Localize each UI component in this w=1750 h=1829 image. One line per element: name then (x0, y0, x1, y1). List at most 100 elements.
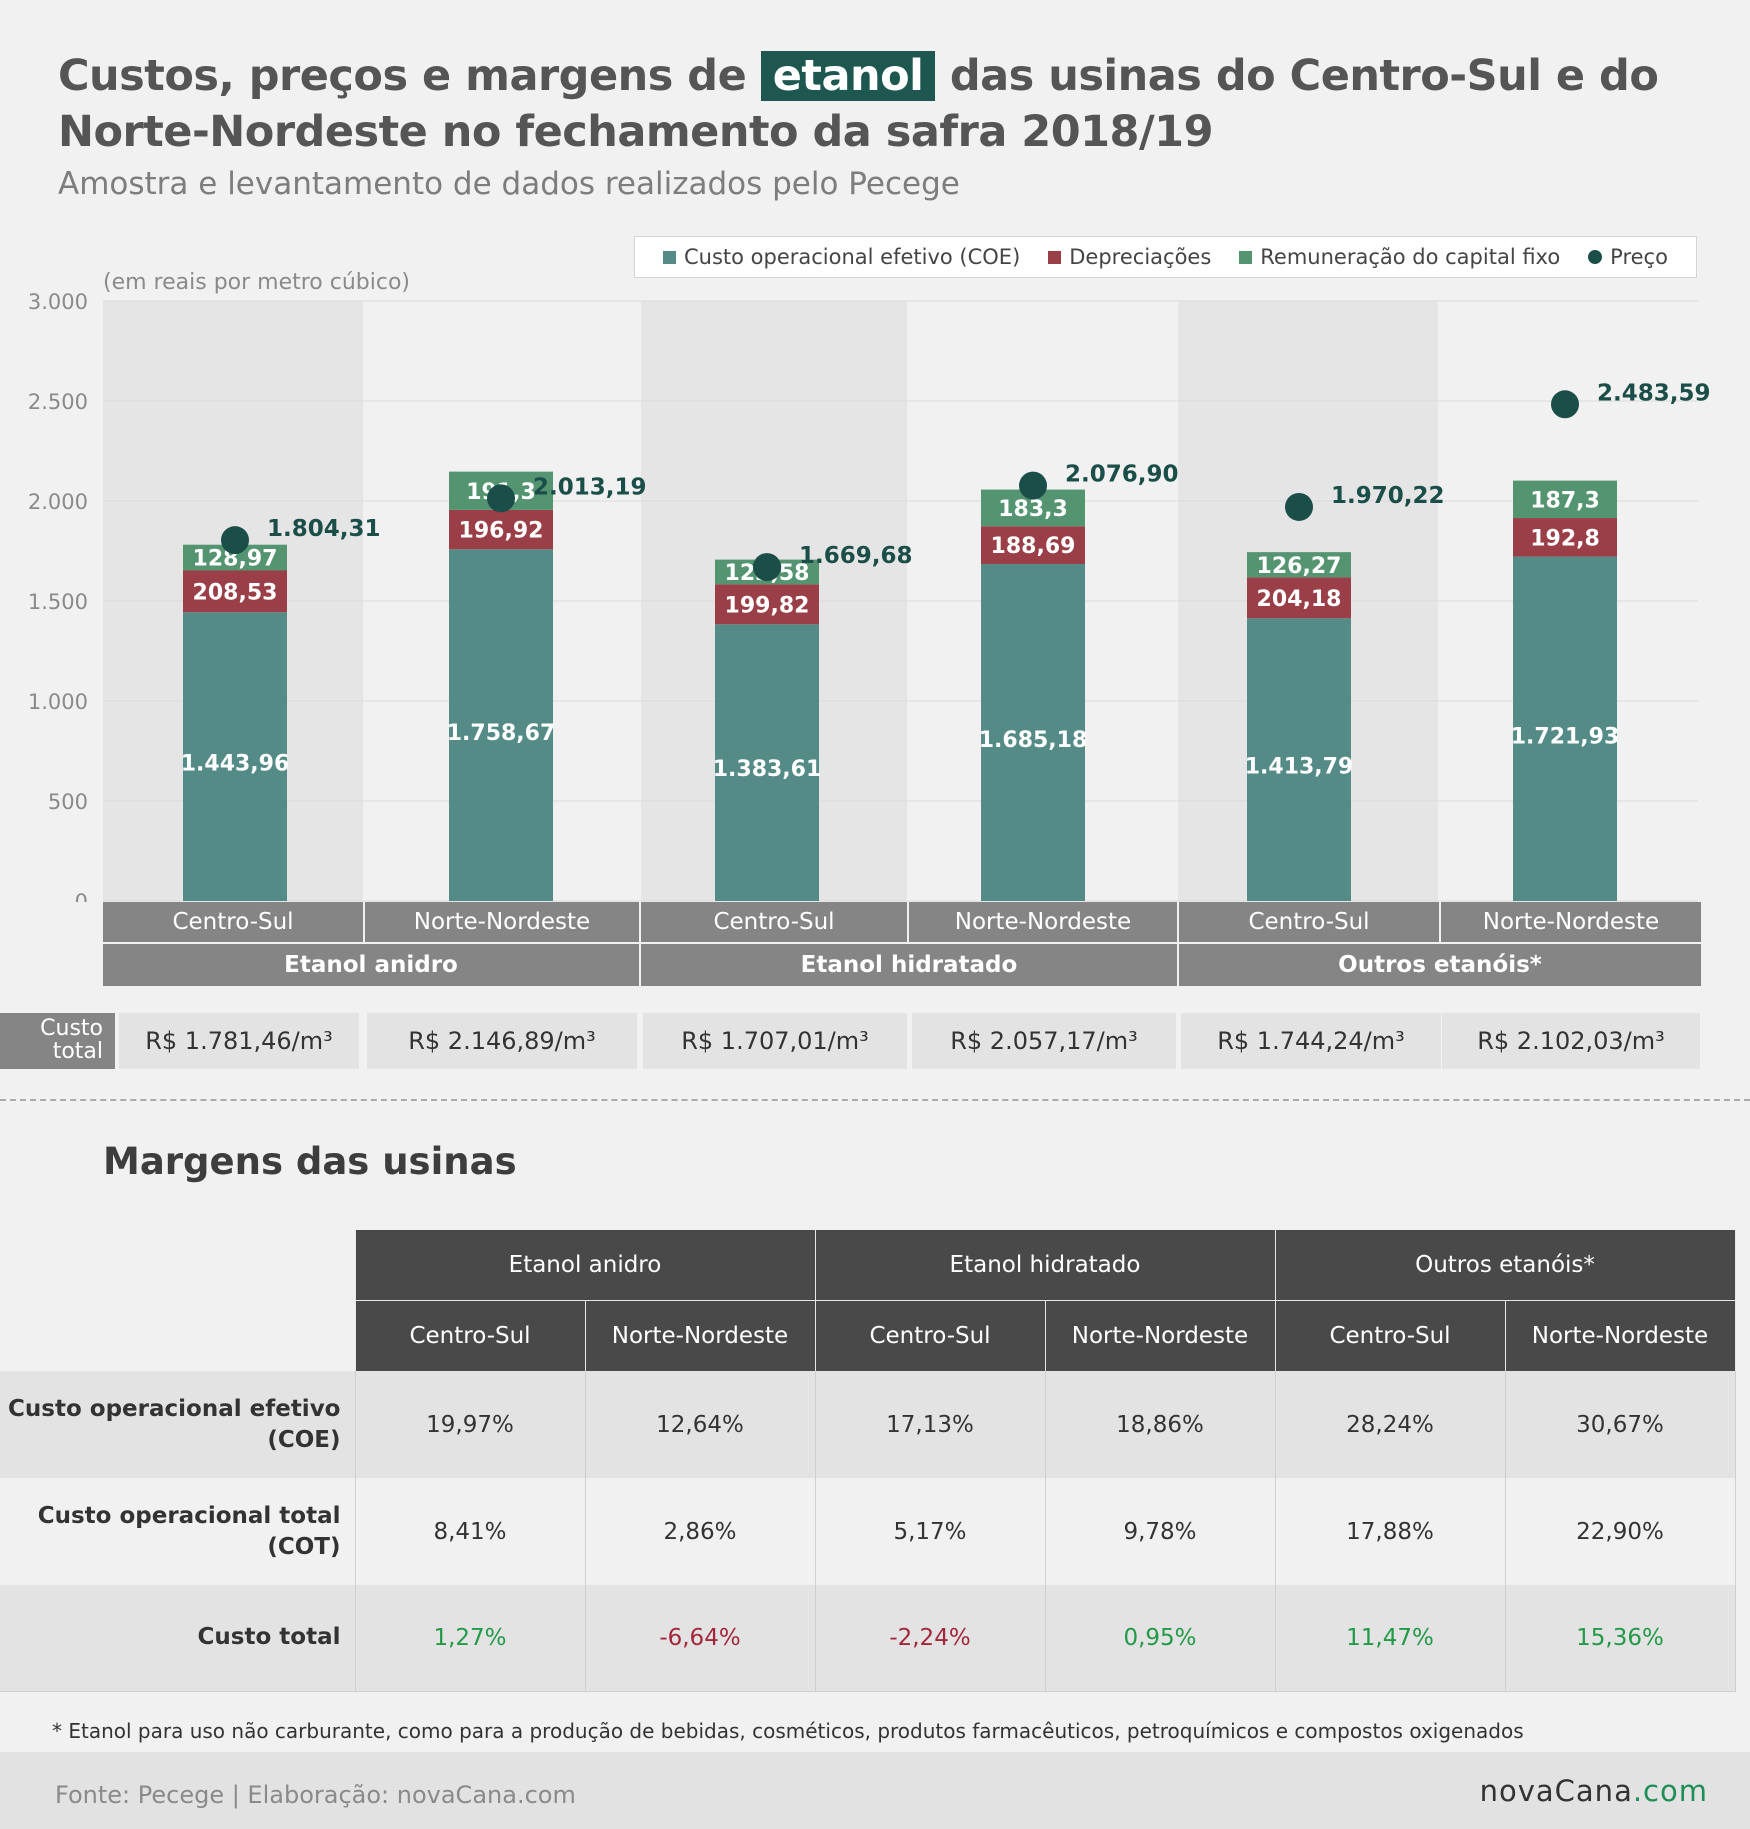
chart-legend: Custo operacional efetivo (COE) Deprecia… (634, 236, 1697, 278)
bar-segment (981, 563, 1085, 901)
margins-title: Margens das usinas (103, 1140, 517, 1183)
footnote: * Etanol para uso não carburante, como p… (52, 1719, 1524, 1743)
category-label: Centro-Sul (641, 902, 909, 942)
y-tick-label: 500 (48, 790, 88, 814)
bar-segment (1513, 518, 1617, 557)
footer-bar (0, 1752, 1750, 1829)
legend-dot-preco (1588, 250, 1603, 264)
margins-group-header: Etanol hidratado (814, 1230, 1276, 1300)
price-marker (1551, 390, 1579, 419)
y-tick-label: 2.000 (28, 490, 88, 514)
data-label: 199,82 (725, 593, 810, 618)
category-label: Norte-Nordeste (365, 902, 641, 942)
custo-total-value: R$ 1.707,01/m³ (643, 1013, 907, 1069)
data-label: 188,69 (991, 534, 1076, 559)
bar-segment (449, 509, 553, 550)
source-note: Fonte: Pecege | Elaboração: novaCana.com (55, 1781, 576, 1809)
price-label: 1.804,31 (267, 516, 381, 542)
margins-group-header: Outros etanóis* (1274, 1230, 1736, 1300)
table-cell: 30,67% (1504, 1371, 1736, 1478)
bar-chart: 0 500 1.000 1.500 2.000 2.500 3.000 1.443,96 208… (28, 290, 1711, 902)
data-label: 1.721,93 (1511, 725, 1620, 750)
price-marker (753, 553, 781, 582)
legend-item-preco: Preço (1588, 245, 1668, 269)
bar-segment (715, 584, 819, 625)
category-label: Norte-Nordeste (909, 902, 1179, 942)
custo-total-label: Custo total (0, 1013, 115, 1069)
group-label: Outros etanóis* (1179, 944, 1701, 986)
price-label: 2.483,59 (1597, 380, 1711, 406)
table-cell: 5,17% (814, 1478, 1046, 1585)
price-marker (221, 526, 249, 555)
data-label: 192,8 (1530, 526, 1600, 551)
custo-total-value: R$ 1.781,46/m³ (119, 1013, 359, 1069)
bar-segment (1513, 480, 1617, 519)
table-cell: 17,13% (814, 1371, 1046, 1478)
margins-subheader: Centro-Sul (1274, 1299, 1506, 1371)
category-row: Centro-Sul Norte-Nordeste Centro-Sul Nor… (103, 902, 1701, 942)
row-label: Custo operacional total (COT) (0, 1478, 355, 1585)
price-marker (1019, 471, 1047, 500)
chart-subtitle: Amostra e levantamento de dados realizad… (58, 166, 960, 202)
table-cell: 1,27% (354, 1585, 586, 1692)
legend-swatch-dep (1048, 250, 1062, 264)
margins-group-header: Etanol anidro (354, 1230, 816, 1300)
table-cell: 11,47% (1274, 1585, 1506, 1692)
y-tick-label: 3.000 (28, 290, 88, 314)
margins-subheader: Norte-Nordeste (1504, 1299, 1736, 1371)
bar-segment (1247, 577, 1351, 619)
table-cell: 8,41% (354, 1478, 586, 1585)
custo-total-value: R$ 2.057,17/m³ (912, 1013, 1176, 1069)
custo-total-value: R$ 2.146,89/m³ (367, 1013, 637, 1069)
bar-segment (1247, 618, 1351, 901)
legend-swatch-rem (1239, 250, 1253, 264)
data-label: 1.413,79 (1245, 754, 1354, 779)
data-label: 183,3 (998, 497, 1068, 522)
title-part-1: Custos, preços e margens de (58, 51, 747, 101)
bar-segment (449, 549, 553, 901)
y-tick-label: 0 (75, 890, 88, 902)
section-divider (0, 1099, 1750, 1101)
table-cell: 15,36% (1504, 1585, 1736, 1692)
custo-total-value: R$ 2.102,03/m³ (1442, 1013, 1700, 1069)
table-cell: -2,24% (814, 1585, 1046, 1692)
bar-segment (981, 526, 1085, 564)
price-marker (487, 484, 515, 513)
table-corner (0, 1300, 355, 1371)
margins-subheader: Norte-Nordeste (1044, 1299, 1276, 1371)
legend-label-rem: Remuneração do capital fixo (1260, 245, 1561, 269)
category-label: Norte-Nordeste (1441, 902, 1701, 942)
category-label: Centro-Sul (103, 902, 365, 942)
price-label: 1.970,22 (1331, 483, 1445, 509)
bar-segment (1247, 552, 1351, 578)
data-label: 196,92 (459, 519, 544, 544)
bar-segment (1513, 556, 1617, 901)
legend-label-preco: Preço (1610, 245, 1668, 269)
y-tick-label: 2.500 (28, 390, 88, 414)
row-label: Custo operacional efetivo (COE) (0, 1371, 355, 1478)
table-cell: 9,78% (1044, 1478, 1276, 1585)
chart-title: Custos, preços e margens de etanol das u… (58, 48, 1718, 160)
margins-subheader: Norte-Nordeste (584, 1299, 816, 1371)
table-row: Custo operacional efetivo (COE) 19,97% 1… (0, 1371, 1736, 1478)
margins-table: Etanol anidro Etanol hidratado Outros et… (0, 1230, 1736, 1692)
group-label: Etanol hidratado (641, 944, 1179, 986)
legend-item-dep: Depreciações (1048, 245, 1211, 269)
legend-label-coe: Custo operacional efetivo (COE) (683, 245, 1021, 269)
legend-item-rem: Remuneração do capital fixo (1239, 245, 1560, 269)
data-label: 208,53 (193, 580, 278, 605)
table-cell: 22,90% (1504, 1478, 1736, 1585)
table-cell: 12,64% (584, 1371, 816, 1478)
price-marker (1285, 492, 1313, 521)
data-label: 1.383,61 (713, 757, 822, 782)
custo-total-value: R$ 1.744,24/m³ (1181, 1013, 1441, 1069)
table-row: Custo total 1,27% -6,64% -2,24% 0,95% 11… (0, 1585, 1736, 1692)
title-part-2: das usinas do Centro-Sul e do Norte-Nord… (58, 51, 1659, 157)
table-row: Custo operacional total (COT) 8,41% 2,86… (0, 1478, 1736, 1585)
data-label: 1.685,18 (979, 728, 1088, 753)
table-cell: 17,88% (1274, 1478, 1506, 1585)
table-cell: 28,24% (1274, 1371, 1506, 1478)
price-label: 2.076,90 (1065, 462, 1179, 488)
custo-total-row: R$ 1.781,46/m³ R$ 2.146,89/m³ R$ 1.707,0… (0, 1013, 1750, 1069)
legend-swatch-coe (662, 250, 676, 264)
